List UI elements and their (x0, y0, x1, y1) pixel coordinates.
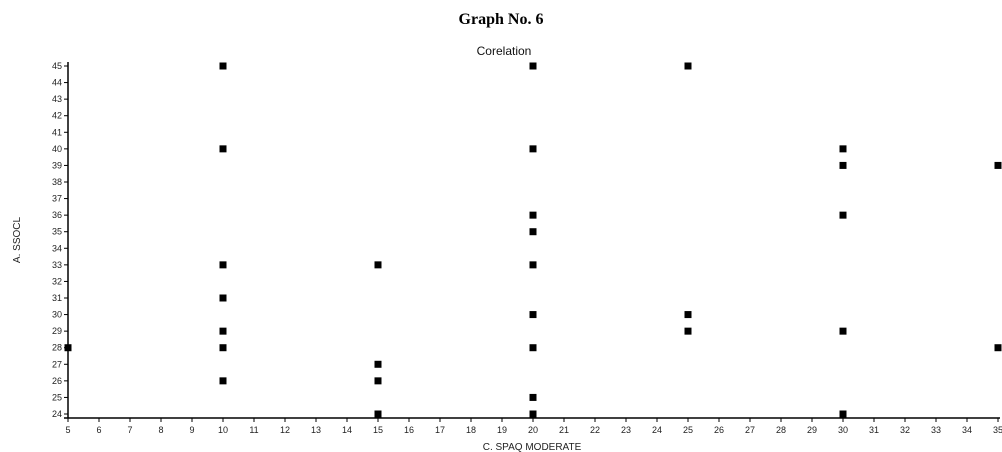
scatter-point (839, 145, 847, 153)
y-tick-label: 35 (52, 227, 62, 237)
x-tick-label: 24 (652, 425, 662, 435)
scatter-point (529, 145, 537, 153)
y-tick-label: 38 (52, 177, 62, 187)
scatter-point (374, 377, 382, 385)
x-tick-label: 26 (714, 425, 724, 435)
scatter-point (839, 327, 847, 335)
y-tick-label: 45 (52, 61, 62, 71)
scatter-point (374, 410, 382, 418)
y-tick-label: 28 (52, 343, 62, 353)
x-tick-label: 34 (962, 425, 972, 435)
scatter-point (529, 62, 537, 70)
scatter-point (994, 344, 1002, 352)
y-tick-label: 44 (52, 78, 62, 88)
x-tick-label: 17 (435, 425, 445, 435)
scatter-point (219, 294, 227, 302)
y-tick-label: 29 (52, 326, 62, 336)
x-tick-label: 14 (342, 425, 352, 435)
y-tick-label: 26 (52, 376, 62, 386)
scatter-point (219, 377, 227, 385)
x-tick-label: 30 (838, 425, 848, 435)
x-tick-label: 28 (776, 425, 786, 435)
x-axis-title: C. SPAQ MODERATE (483, 442, 582, 452)
scatter-point (529, 261, 537, 269)
scatter-point (219, 344, 227, 352)
scatter-point (839, 410, 847, 418)
x-tick-label: 31 (869, 425, 879, 435)
x-tick-label: 19 (497, 425, 507, 435)
x-tick-label: 12 (280, 425, 290, 435)
y-tick-label: 31 (52, 293, 62, 303)
x-tick-label: 10 (218, 425, 228, 435)
x-tick-label: 32 (900, 425, 910, 435)
y-tick-label: 24 (52, 409, 62, 419)
x-tick-label: 33 (931, 425, 941, 435)
x-tick-label: 27 (745, 425, 755, 435)
scatter-point (529, 410, 537, 418)
x-tick-label: 13 (311, 425, 321, 435)
scatter-point (529, 228, 537, 236)
x-tick-label: 6 (96, 425, 101, 435)
x-tick-label: 29 (807, 425, 817, 435)
scatter-point (219, 261, 227, 269)
scatter-point (529, 311, 537, 319)
y-tick-label: 43 (52, 94, 62, 104)
y-tick-label: 33 (52, 260, 62, 270)
y-tick-label: 34 (52, 243, 62, 253)
y-axis-title: A. SSOCL (12, 217, 23, 264)
scatter-point (529, 211, 537, 219)
x-tick-label: 35 (993, 425, 1002, 435)
x-tick-label: 11 (249, 425, 258, 435)
x-tick-label: 25 (683, 425, 693, 435)
x-tick-label: 22 (590, 425, 600, 435)
x-tick-label: 5 (65, 425, 70, 435)
scatter-point (219, 62, 227, 70)
scatter-point (684, 62, 692, 70)
scatter-point (839, 211, 847, 219)
scatter-point (839, 161, 847, 169)
x-tick-label: 8 (158, 425, 163, 435)
x-tick-label: 18 (466, 425, 476, 435)
y-tick-label: 40 (52, 144, 62, 154)
chart-title: Corelation (477, 44, 532, 58)
x-axis-ticks: 5 6 7 8 9 10 11 12 13 14 15 16 17 18 19 20 21 22 23 24 25 26 2… (65, 418, 1002, 435)
x-tick-label: 16 (404, 425, 414, 435)
page-heading: Graph No. 6 (458, 11, 544, 28)
scatter-point (219, 327, 227, 335)
scatter-point (374, 261, 382, 269)
y-tick-label: 41 (52, 127, 62, 137)
scatter-point (374, 360, 382, 368)
y-tick-label: 37 (52, 194, 62, 204)
y-tick-label: 30 (52, 310, 62, 320)
y-tick-label: 36 (52, 210, 62, 220)
scatter-point (529, 344, 537, 352)
scatter-point (64, 344, 72, 352)
x-tick-label: 21 (559, 425, 569, 435)
data-points (64, 62, 1002, 418)
scatter-point (529, 393, 537, 401)
y-tick-label: 27 (52, 359, 62, 369)
y-axis-ticks: 24 25 26 27 28 29 30 31 32 33 34 35 36 37 38 39 40 41 42 43… (52, 61, 68, 419)
y-tick-label: 42 (52, 111, 62, 121)
y-tick-label: 39 (52, 160, 62, 170)
x-tick-label: 9 (189, 425, 194, 435)
scatter-point (684, 311, 692, 319)
x-tick-label: 15 (373, 425, 383, 435)
x-tick-label: 23 (621, 425, 631, 435)
x-tick-label: 7 (127, 425, 132, 435)
scatter-point (684, 327, 692, 335)
y-tick-label: 25 (52, 392, 62, 402)
scatter-point (994, 161, 1002, 169)
scatter-point (219, 145, 227, 153)
x-tick-label: 20 (528, 425, 538, 435)
y-tick-label: 32 (52, 276, 62, 286)
